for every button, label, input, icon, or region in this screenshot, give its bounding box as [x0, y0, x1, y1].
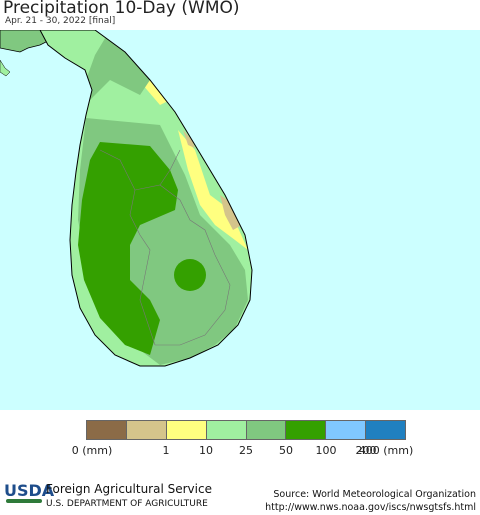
usda-swoosh-icon	[6, 499, 42, 503]
legend-label-1: 1	[162, 444, 170, 457]
india-tip	[0, 59, 11, 77]
zone-heavy-central	[174, 259, 206, 291]
legend-label-6: 200	[355, 444, 377, 457]
legend-swatch-1	[126, 421, 167, 439]
legend-label-3: 25	[239, 444, 253, 457]
footer-source: Source: World Meteorological Organizatio…	[265, 488, 476, 514]
legend-label-5: 100	[315, 444, 337, 457]
precipitation-map	[0, 30, 480, 410]
legend-swatch-6	[326, 421, 367, 439]
zone-moderate-north	[86, 30, 150, 100]
source-text: Source: World Meteorological Organizatio…	[273, 489, 476, 500]
legend-swatch-4	[246, 421, 287, 439]
legend-label-0: 0 (mm)	[71, 444, 113, 457]
island-outline	[39, 30, 253, 367]
zone-heavy-west	[78, 142, 178, 355]
legend-swatch-5	[286, 421, 327, 439]
legend-swatch-2	[166, 421, 207, 439]
province-boundaries	[99, 149, 231, 346]
map-subtitle: Apr. 21 - 30, 2022 [final]	[5, 16, 116, 26]
legend-swatch-3	[206, 421, 247, 439]
legend-swatch-0	[87, 421, 127, 439]
legend-color-bar	[86, 420, 406, 440]
department-name: U.S. DEPARTMENT OF AGRICULTURE	[46, 499, 208, 509]
source-url[interactable]: http://www.nws.noaa.gov/iscs/nwsgtsfs.ht…	[265, 502, 476, 513]
agency-name: Foreign Agricultural Service	[46, 482, 212, 496]
zone-tan-trinco	[220, 195, 242, 230]
usda-logo: USDA	[4, 481, 55, 500]
legend-swatch-7	[366, 421, 405, 439]
legend-label-4: 50	[279, 444, 293, 457]
legend-label-7: 400 (mm)	[358, 444, 414, 457]
zone-tan-east	[183, 130, 195, 148]
legend-label-2: 10	[199, 444, 213, 457]
map-title: Precipitation 10-Day (WMO)	[3, 0, 240, 18]
